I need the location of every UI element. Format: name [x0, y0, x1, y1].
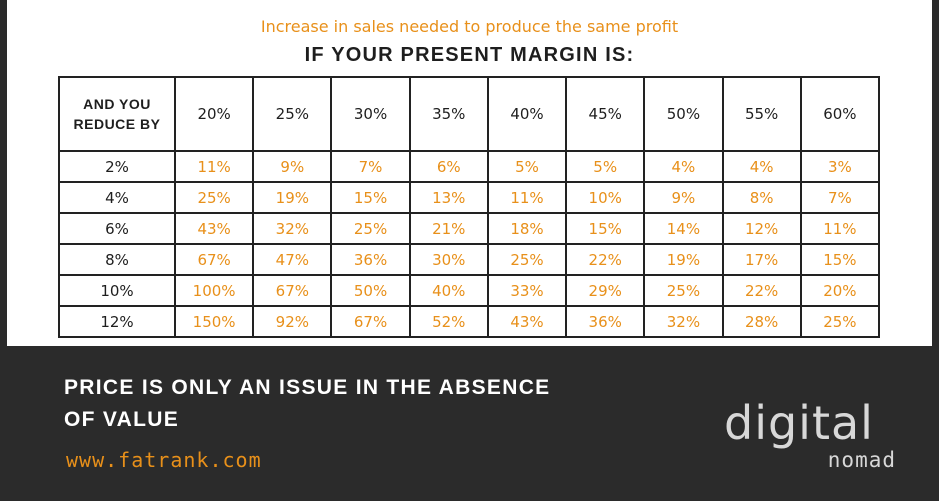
table-cell: 15% — [565, 212, 646, 245]
quote-line-2: OF VALUE — [64, 408, 180, 431]
table-cell: 10% — [565, 181, 646, 214]
table-cell: 12% — [721, 212, 802, 245]
table-cell: 13% — [408, 181, 489, 214]
table-cell: 4% — [721, 150, 802, 183]
table-cell: 7% — [799, 181, 881, 214]
table-cell: 25% — [799, 305, 881, 338]
column-header: 55% — [721, 76, 802, 152]
row-header: 8% — [58, 243, 176, 276]
table-cell: 67% — [252, 274, 333, 307]
table-cell: 5% — [486, 150, 568, 183]
table-cell: 43% — [486, 305, 568, 338]
table-cell: 40% — [408, 274, 489, 307]
table-cell: 6% — [408, 150, 489, 183]
row-header: 12% — [58, 305, 176, 338]
table-cell: 8% — [721, 181, 802, 214]
row-header: 6% — [58, 212, 176, 245]
table-cell: 32% — [643, 305, 724, 338]
website-link[interactable]: www.fatrank.com — [66, 448, 262, 472]
column-header: 45% — [565, 76, 646, 152]
logo-word-digital: digital — [724, 396, 874, 450]
table-cell: 33% — [486, 274, 568, 307]
digital-nomad-logo: digital nomad — [724, 398, 904, 478]
table-cell: 50% — [330, 274, 411, 307]
subtitle: Increase in sales needed to produce the … — [260, 17, 679, 36]
table-cell: 92% — [252, 305, 333, 338]
table-cell: 19% — [252, 181, 333, 214]
column-header: 50% — [643, 76, 724, 152]
table-cell: 19% — [643, 243, 724, 276]
table-cell: 67% — [330, 305, 411, 338]
corner-label-line1: AND YOU — [83, 96, 151, 112]
table-cell: 25% — [643, 274, 724, 307]
table-cell: 25% — [173, 181, 255, 214]
table-cell: 30% — [408, 243, 489, 276]
table-cell: 150% — [173, 305, 255, 338]
page-title: IF YOUR PRESENT MARGIN IS: — [304, 44, 635, 66]
table-header-row: AND YOU REDUCE BY 20% 25% 30% 35% 40% 45… — [58, 76, 881, 152]
table-cell: 9% — [252, 150, 333, 183]
column-header: 60% — [799, 76, 881, 152]
table-cell: 43% — [173, 212, 255, 245]
table-cell: 100% — [173, 274, 255, 307]
table-cell: 15% — [330, 181, 411, 214]
value-quote: PRICE IS ONLY AN ISSUE IN THE ABSENCE OF… — [64, 372, 664, 436]
table-cell: 17% — [721, 243, 802, 276]
table-cell: 36% — [565, 305, 646, 338]
column-header: 30% — [330, 76, 411, 152]
row-header: 4% — [58, 181, 176, 214]
table-row: 6% 43% 32% 25% 21% 18% 15% 14% 12% 11% — [58, 212, 881, 245]
table-cell: 11% — [486, 181, 568, 214]
table-cell: 22% — [721, 274, 802, 307]
table-cell: 11% — [799, 212, 881, 245]
table-cell: 15% — [799, 243, 881, 276]
table-row: 8% 67% 47% 36% 30% 25% 22% 19% 17% 15% — [58, 243, 881, 276]
column-header: 35% — [408, 76, 489, 152]
table-cell: 7% — [330, 150, 411, 183]
table-row: 10% 100% 67% 50% 40% 33% 29% 25% 22% 20% — [58, 274, 881, 307]
table-cell: 21% — [408, 212, 489, 245]
table-cell: 47% — [252, 243, 333, 276]
table-cell: 11% — [173, 150, 255, 183]
table-cell: 3% — [799, 150, 881, 183]
table-cell: 67% — [173, 243, 255, 276]
row-header: 2% — [58, 150, 176, 183]
table-cell: 25% — [330, 212, 411, 245]
table-row: 4% 25% 19% 15% 13% 11% 10% 9% 8% 7% — [58, 181, 881, 214]
table-cell: 28% — [721, 305, 802, 338]
table-cell: 29% — [565, 274, 646, 307]
table-cell: 20% — [799, 274, 881, 307]
table-cell: 25% — [486, 243, 568, 276]
column-header: 40% — [486, 76, 568, 152]
table-cell: 9% — [643, 181, 724, 214]
row-header: 10% — [58, 274, 176, 307]
corner-label-line2: REDUCE BY — [73, 116, 161, 132]
quote-line-1: PRICE IS ONLY AN ISSUE IN THE ABSENCE — [64, 376, 551, 399]
column-header: 25% — [252, 76, 333, 152]
table-cell: 22% — [565, 243, 646, 276]
table-cell: 32% — [252, 212, 333, 245]
table-cell: 18% — [486, 212, 568, 245]
table-row: 12% 150% 92% 67% 52% 43% 36% 32% 28% 25% — [58, 305, 881, 338]
table-cell: 36% — [330, 243, 411, 276]
logo-word-nomad: nomad — [827, 448, 896, 472]
table-cell: 52% — [408, 305, 489, 338]
table-cell: 5% — [565, 150, 646, 183]
table-cell: 14% — [643, 212, 724, 245]
table-row: 2% 11% 9% 7% 6% 5% 5% 4% 4% 3% — [58, 150, 881, 183]
table-cell: 4% — [643, 150, 724, 183]
margin-table: AND YOU REDUCE BY 20% 25% 30% 35% 40% 45… — [58, 76, 881, 338]
column-header: 20% — [173, 76, 255, 152]
corner-label: AND YOU REDUCE BY — [58, 76, 176, 152]
